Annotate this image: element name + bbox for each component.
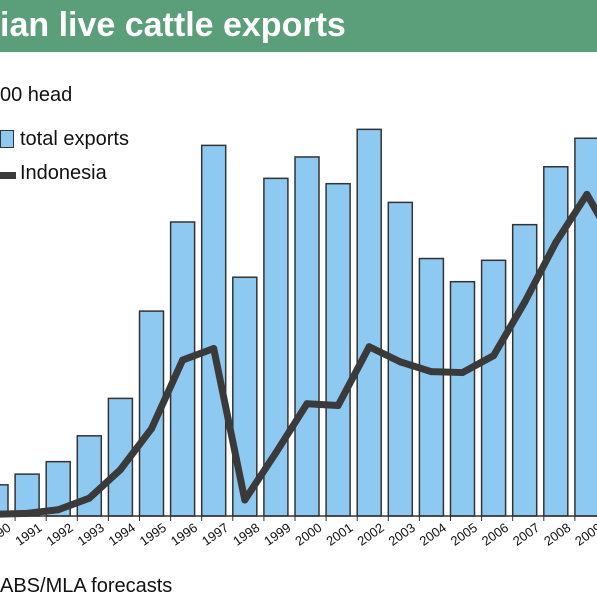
bar-total-exports-2005: [449, 280, 476, 517]
point-indonesia-2006: [490, 352, 498, 360]
x-tick-label-2004: 2004: [417, 520, 449, 549]
x-tick-label-1998: 1998: [230, 520, 262, 549]
bar-total-exports-2002: [356, 128, 382, 517]
legend-label-total-exports: total exports: [20, 128, 129, 150]
point-indonesia-2001: [334, 402, 342, 410]
bar-total-exports-1990: [0, 484, 9, 517]
bar-total-exports-2006: [480, 259, 507, 517]
legend-label-indonesia: Indonesia: [20, 162, 107, 184]
x-tick-label-1999: 1999: [261, 520, 293, 549]
point-indonesia-1996: [179, 356, 187, 364]
point-indonesia-1995: [148, 425, 155, 433]
x-tick-label-1991: 1991: [12, 520, 44, 549]
x-tick-label-2000: 2000: [292, 520, 324, 549]
x-tick-label-2003: 2003: [386, 520, 418, 549]
x-tick-label-1992: 1992: [43, 520, 75, 549]
point-indonesia-1999: [272, 449, 280, 457]
x-tick-label-2007: 2007: [510, 520, 542, 549]
x-tick-label-1993: 1993: [75, 520, 107, 549]
x-tick-label-1994: 1994: [106, 520, 138, 549]
legend-bar-swatch: [0, 130, 14, 148]
point-indonesia-1992: [54, 506, 62, 514]
bar-total-exports-2000: [294, 156, 320, 517]
point-indonesia-2000: [303, 400, 311, 408]
bar-total-exports-2004: [418, 257, 445, 517]
x-tick-label-2009: 2009: [572, 520, 597, 549]
x-tick-label-2005: 2005: [448, 520, 480, 549]
bar-total-exports-2001: [325, 182, 351, 517]
point-indonesia-2003: [396, 358, 404, 366]
legend-line-swatch: [0, 172, 16, 179]
x-tick-label-1995: 1995: [137, 520, 169, 549]
point-indonesia-1998: [241, 496, 249, 504]
x-tick-label-2001: 2001: [323, 520, 355, 549]
x-tick-label-1990: 1990: [0, 520, 14, 549]
y-axis-unit-label: 00 head: [0, 84, 73, 106]
point-indonesia-2004: [427, 368, 435, 376]
point-indonesia-2007: [521, 298, 529, 306]
x-tick-label-1996: 1996: [168, 520, 200, 549]
bar-total-exports-2007: [511, 223, 538, 517]
bar-total-exports-1998: [232, 276, 258, 517]
x-tick-label-1997: 1997: [199, 520, 231, 549]
point-indonesia-1991: [23, 509, 31, 517]
point-indonesia-1993: [85, 494, 93, 502]
point-indonesia-2005: [459, 369, 466, 377]
x-tick-label-2002: 2002: [354, 520, 386, 549]
point-indonesia-2002: [365, 343, 373, 351]
x-tick-label-2006: 2006: [479, 520, 511, 549]
title-banner: ian live cattle exports: [0, 0, 597, 52]
point-indonesia-1997: [210, 345, 218, 353]
x-tick-label-2008: 2008: [541, 520, 573, 549]
bar-total-exports-2008: [543, 166, 569, 517]
point-indonesia-2008: [552, 238, 560, 246]
point-indonesia-2009: [583, 190, 591, 198]
source-note: ABS/MLA forecasts: [0, 575, 173, 597]
point-indonesia-1994: [116, 466, 124, 474]
bar-total-exports-1996: [169, 221, 196, 517]
chart-title: ian live cattle exports: [0, 6, 346, 44]
bar-total-exports-1997: [200, 144, 227, 517]
